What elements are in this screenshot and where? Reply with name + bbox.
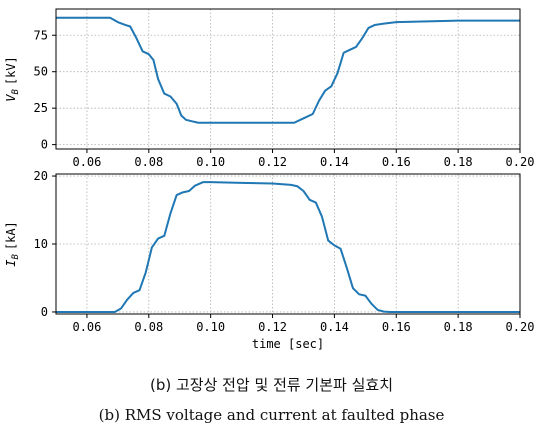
current-x-tick-label: 0.14 xyxy=(320,320,349,334)
voltage-series-line xyxy=(56,16,520,124)
voltage-x-tick-label: 0.12 xyxy=(258,155,287,169)
voltage-grid xyxy=(56,9,521,149)
voltage-ticks: 0.06 0.08 0.10 0.12 0.14 0.16 0.18 0.20 0 25 50 75 xyxy=(34,28,535,169)
caption-english: (b) RMS voltage and current at faulted p… xyxy=(98,406,445,424)
current-ticks: 0.06 0.08 0.10 0.12 0.14 0.16 0.18 0.20 0 10 20 xyxy=(34,169,535,334)
voltage-x-tick-label: 0.06 xyxy=(72,155,101,169)
voltage-x-tick-label: 0.08 xyxy=(134,155,163,169)
voltage-x-tick-label: 0.10 xyxy=(196,155,225,169)
voltage-y-tick-label: 75 xyxy=(34,28,48,42)
current-ylabel-unit: [kA] xyxy=(4,221,18,250)
voltage-x-tick-label: 0.18 xyxy=(444,155,473,169)
current-x-tick-label: 0.12 xyxy=(258,320,287,334)
voltage-x-tick-label: 0.20 xyxy=(506,155,535,169)
voltage-y-tick-label: 50 xyxy=(34,65,48,79)
current-y-tick-label: 0 xyxy=(41,305,48,319)
current-x-tick-label: 0.08 xyxy=(134,320,163,334)
voltage-y-tick-label: 25 xyxy=(34,101,48,115)
current-series-line xyxy=(56,181,520,313)
current-x-tick-label: 0.18 xyxy=(444,320,473,334)
voltage-ylabel-main: V xyxy=(4,94,18,102)
current-ylabel-sub: B xyxy=(11,254,21,260)
caption-korean: (b) 고장상 전압 및 전류 기본파 실효치 xyxy=(149,376,394,394)
current-y-axis-label: IB [kA] xyxy=(4,221,21,267)
voltage-y-axis-label: VB [kV] xyxy=(4,56,21,102)
current-y-tick-label: 10 xyxy=(34,237,48,251)
voltage-axes-frame xyxy=(55,8,521,150)
voltage-ylabel-sub: B xyxy=(11,89,21,95)
current-y-tick-label: 20 xyxy=(34,169,48,183)
current-grid xyxy=(56,174,521,314)
current-x-tick-label: 0.10 xyxy=(196,320,225,334)
current-x-tick-label: 0.20 xyxy=(506,320,535,334)
current-x-tick-label: 0.06 xyxy=(72,320,101,334)
current-plot: 0.06 0.08 0.10 0.12 0.14 0.16 0.18 0.20 0 10 20 IB… xyxy=(4,169,534,351)
current-x-tick-label: 0.16 xyxy=(382,320,411,334)
voltage-x-tick-label: 0.16 xyxy=(382,155,411,169)
voltage-y-tick-label: 0 xyxy=(41,138,48,152)
voltage-plot: 0.06 0.08 0.10 0.12 0.14 0.16 0.18 0.200255075 … xyxy=(4,8,535,169)
current-axes-frame xyxy=(55,173,521,315)
x-axis-label: time [sec] xyxy=(252,337,324,351)
voltage-x-tick-label: 0.14 xyxy=(320,155,349,169)
voltage-ylabel-unit: [kV] xyxy=(4,56,18,85)
current-ylabel-main: I xyxy=(4,260,18,267)
